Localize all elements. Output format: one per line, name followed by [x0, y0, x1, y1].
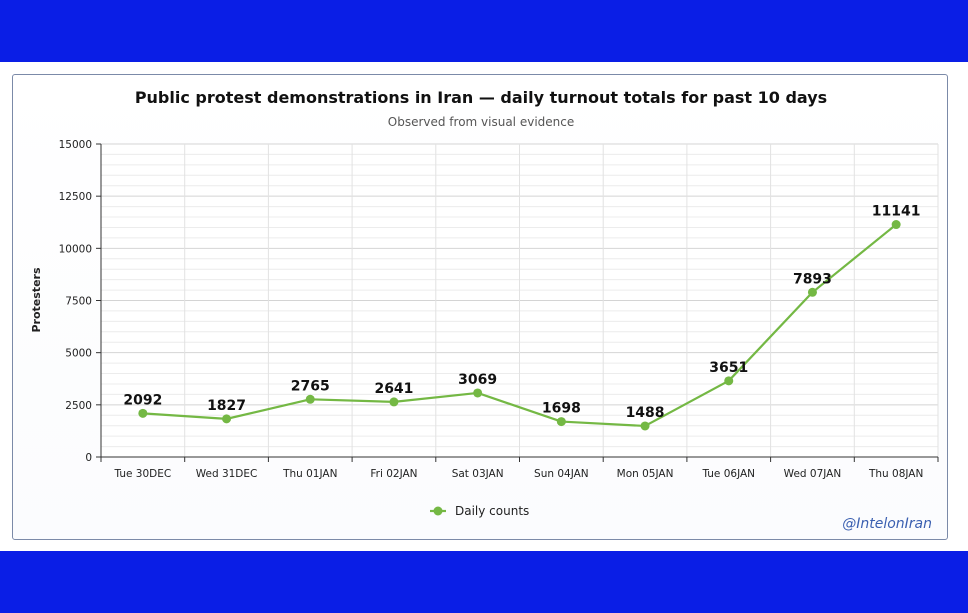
credit-handle: @IntelonIran [842, 516, 932, 532]
axes: 0 2500 5000 7500 10000 12500 15000 Tue 30DEC Wed… [59, 139, 939, 480]
data-label: 2641 [374, 381, 413, 397]
x-tick-label: Tue 06JAN [701, 468, 755, 480]
y-tick-label: 7500 [65, 296, 92, 308]
data-point [138, 408, 148, 418]
chart-title: Public protest demonstrations in Iran — … [135, 88, 827, 107]
y-tick-label: 10000 [59, 243, 92, 255]
x-tick-label: Sun 04JAN [534, 468, 589, 480]
x-tick-label: Sat 03JAN [452, 468, 504, 480]
y-axis-label: Protesters [30, 267, 43, 332]
data-point [222, 414, 232, 424]
data-point [640, 421, 650, 431]
legend: Daily counts [430, 504, 529, 518]
data-point [807, 287, 817, 297]
data-label: 2092 [123, 392, 162, 408]
data-label: 11141 [872, 204, 921, 220]
data-label: 7893 [793, 271, 832, 287]
data-point [473, 388, 483, 398]
x-tick-label: Wed 07JAN [784, 468, 842, 480]
data-point [305, 394, 315, 404]
series-line [142, 223, 897, 428]
legend-label: Daily counts [455, 504, 529, 518]
legend-swatch-marker [433, 506, 443, 516]
data-point [724, 376, 734, 386]
series-daily-counts: 2092 1827 2765 2641 3069 1698 1488 3651 7893 1114… [123, 204, 921, 431]
data-point [891, 220, 901, 230]
data-label: 1698 [542, 401, 581, 417]
grid [100, 143, 939, 458]
x-tick-label: Thu 01JAN [282, 468, 337, 480]
data-label: 1827 [207, 398, 246, 414]
data-label: 1488 [626, 405, 665, 421]
x-tick-label: Fri 02JAN [370, 468, 417, 480]
data-label: 2765 [291, 378, 330, 394]
y-tick-label: 2500 [65, 400, 92, 412]
y-tick-label: 5000 [65, 348, 92, 360]
y-tick-label: 0 [85, 452, 92, 464]
data-point [556, 417, 566, 427]
chart-subtitle: Observed from visual evidence [388, 115, 575, 129]
x-tick-label: Thu 08JAN [868, 468, 923, 480]
top-blue-band [0, 0, 968, 62]
x-tick-label: Mon 05JAN [617, 468, 674, 480]
data-label: 3069 [458, 372, 497, 388]
bottom-blue-band [0, 551, 968, 613]
data-label: 3651 [709, 360, 748, 376]
x-tick-label: Tue 30DEC [114, 468, 172, 480]
data-point [389, 397, 399, 407]
y-tick-label: 15000 [59, 139, 92, 151]
y-tick-label: 12500 [59, 191, 92, 203]
x-tick-label: Wed 31DEC [196, 468, 258, 480]
